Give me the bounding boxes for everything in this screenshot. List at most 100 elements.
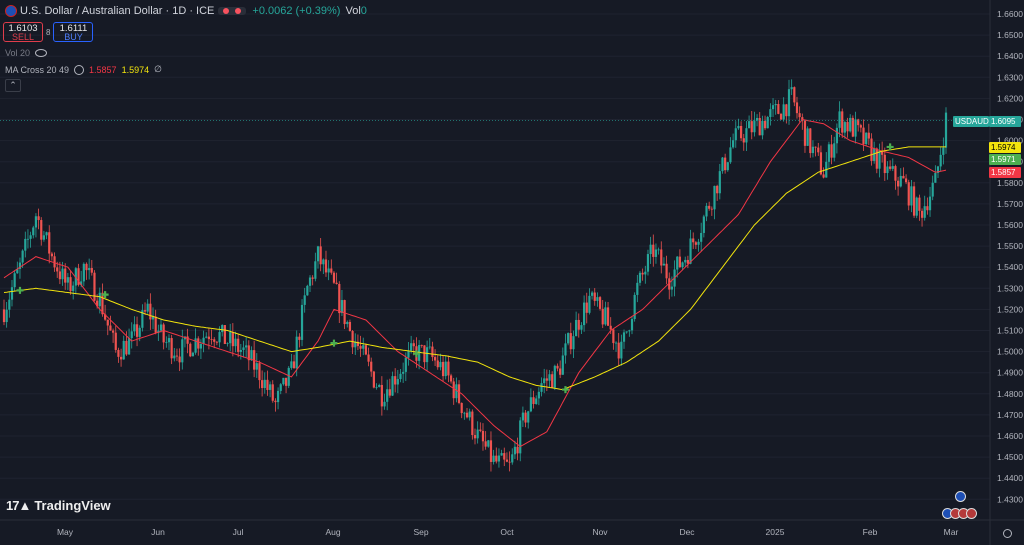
candle-body: [819, 152, 823, 175]
candle-body: [878, 150, 881, 169]
candle-body: [295, 336, 298, 369]
candle-body: [149, 303, 152, 320]
candle-body: [569, 333, 572, 350]
candle-body: [835, 127, 838, 144]
candle-body: [383, 401, 386, 407]
candle-body: [181, 339, 184, 363]
candle-body: [24, 238, 27, 251]
collapse-legend-button[interactable]: ⌃: [5, 79, 21, 92]
event-flag-icon: [966, 508, 977, 519]
candle-body: [263, 379, 266, 388]
candle-body: [553, 365, 556, 388]
candle-body: [660, 249, 663, 266]
candle-body: [85, 263, 88, 271]
market-status-pill[interactable]: [218, 7, 247, 15]
candle-body: [117, 349, 120, 357]
sell-button[interactable]: 1.6103 SELL: [3, 22, 43, 42]
candle-body: [806, 128, 809, 146]
candle-body: [761, 120, 764, 136]
candle-body: [165, 342, 168, 344]
ma-trailing-symbol: ∅: [154, 64, 162, 74]
candle-body: [356, 341, 360, 347]
candle-body: [404, 357, 407, 372]
ma-cross-marker: [886, 143, 894, 151]
candle-body: [798, 113, 801, 118]
candle-body: [465, 412, 469, 418]
candle-body: [897, 180, 900, 187]
candle-body: [556, 365, 559, 369]
candle-body: [460, 402, 463, 414]
candle-body: [77, 268, 80, 285]
candle-body: [351, 330, 354, 348]
eye-icon[interactable]: [35, 49, 48, 57]
candle-body: [583, 302, 586, 326]
candle-body: [306, 285, 309, 296]
candle-body: [308, 277, 312, 286]
candle-body: [511, 454, 514, 463]
candle-body: [330, 268, 333, 273]
candle-body: [433, 357, 437, 361]
gear-icon[interactable]: [74, 64, 85, 75]
y-tick-label: 1.4800: [997, 389, 1023, 399]
x-tick-label: Sep: [413, 527, 428, 537]
candle-body: [452, 381, 455, 399]
candle-body: [143, 310, 147, 312]
candle-body: [700, 232, 703, 242]
candle-body: [72, 285, 75, 292]
candle-body: [508, 461, 511, 463]
ma-cross-legend[interactable]: MA Cross 20 49 1.5857 1.5974 ∅: [5, 64, 162, 75]
price-change: +0.0062 (+0.39%): [252, 5, 341, 17]
candle-body: [287, 367, 290, 386]
volume-value: 0: [360, 5, 367, 17]
y-tick-label: 1.4900: [997, 368, 1023, 378]
candle-body: [391, 376, 394, 396]
buy-button[interactable]: 1.6111 BUY: [53, 22, 94, 42]
candle-body: [782, 104, 785, 120]
candle-body: [904, 178, 908, 183]
candle-body: [16, 268, 19, 274]
candle-body: [476, 429, 479, 439]
candle-body: [633, 294, 636, 320]
candle-body: [45, 232, 48, 236]
candle-body: [678, 256, 681, 268]
candle-body: [473, 435, 477, 439]
event-marker[interactable]: [955, 491, 966, 502]
candle-body: [779, 113, 783, 120]
x-tick-label: Aug: [325, 527, 340, 537]
candle-body: [223, 325, 226, 344]
candle-body: [370, 361, 373, 372]
candle-body: [681, 262, 684, 268]
candle-body: [537, 391, 540, 399]
candle-body: [697, 241, 700, 245]
symbol-title[interactable]: U.S. Dollar / Australian Dollar · 1D · I…: [20, 5, 215, 17]
candle-body: [628, 330, 631, 332]
candle-body: [471, 411, 474, 436]
tradingview-logo[interactable]: 17▲ TradingView: [6, 498, 111, 513]
candle-body: [199, 344, 203, 349]
candle-body: [875, 148, 878, 169]
candle-body: [50, 253, 53, 257]
candle-body: [388, 389, 391, 396]
candle-body: [630, 319, 634, 331]
candle-body: [638, 272, 642, 283]
ma-long-line: [3, 146, 946, 391]
candle-body: [867, 132, 870, 139]
candle-body: [372, 371, 375, 388]
y-tick-label: 1.5000: [997, 347, 1023, 357]
candle-body: [234, 338, 237, 347]
candle-body: [654, 249, 658, 257]
candle-body: [923, 206, 926, 218]
candle-body: [790, 87, 793, 90]
candle-body: [516, 446, 519, 454]
candle-body: [48, 232, 51, 254]
symbol-price-tag: USDAUD: [953, 116, 989, 127]
candle-body: [928, 196, 932, 211]
volume-indicator-legend[interactable]: Vol 20: [5, 48, 48, 58]
event-markers-group[interactable]: [942, 508, 977, 519]
candle-body: [258, 363, 261, 381]
candle-body: [40, 220, 43, 240]
candle-body: [500, 453, 503, 456]
candle-body: [686, 259, 689, 264]
clock-icon[interactable]: [1003, 529, 1012, 538]
